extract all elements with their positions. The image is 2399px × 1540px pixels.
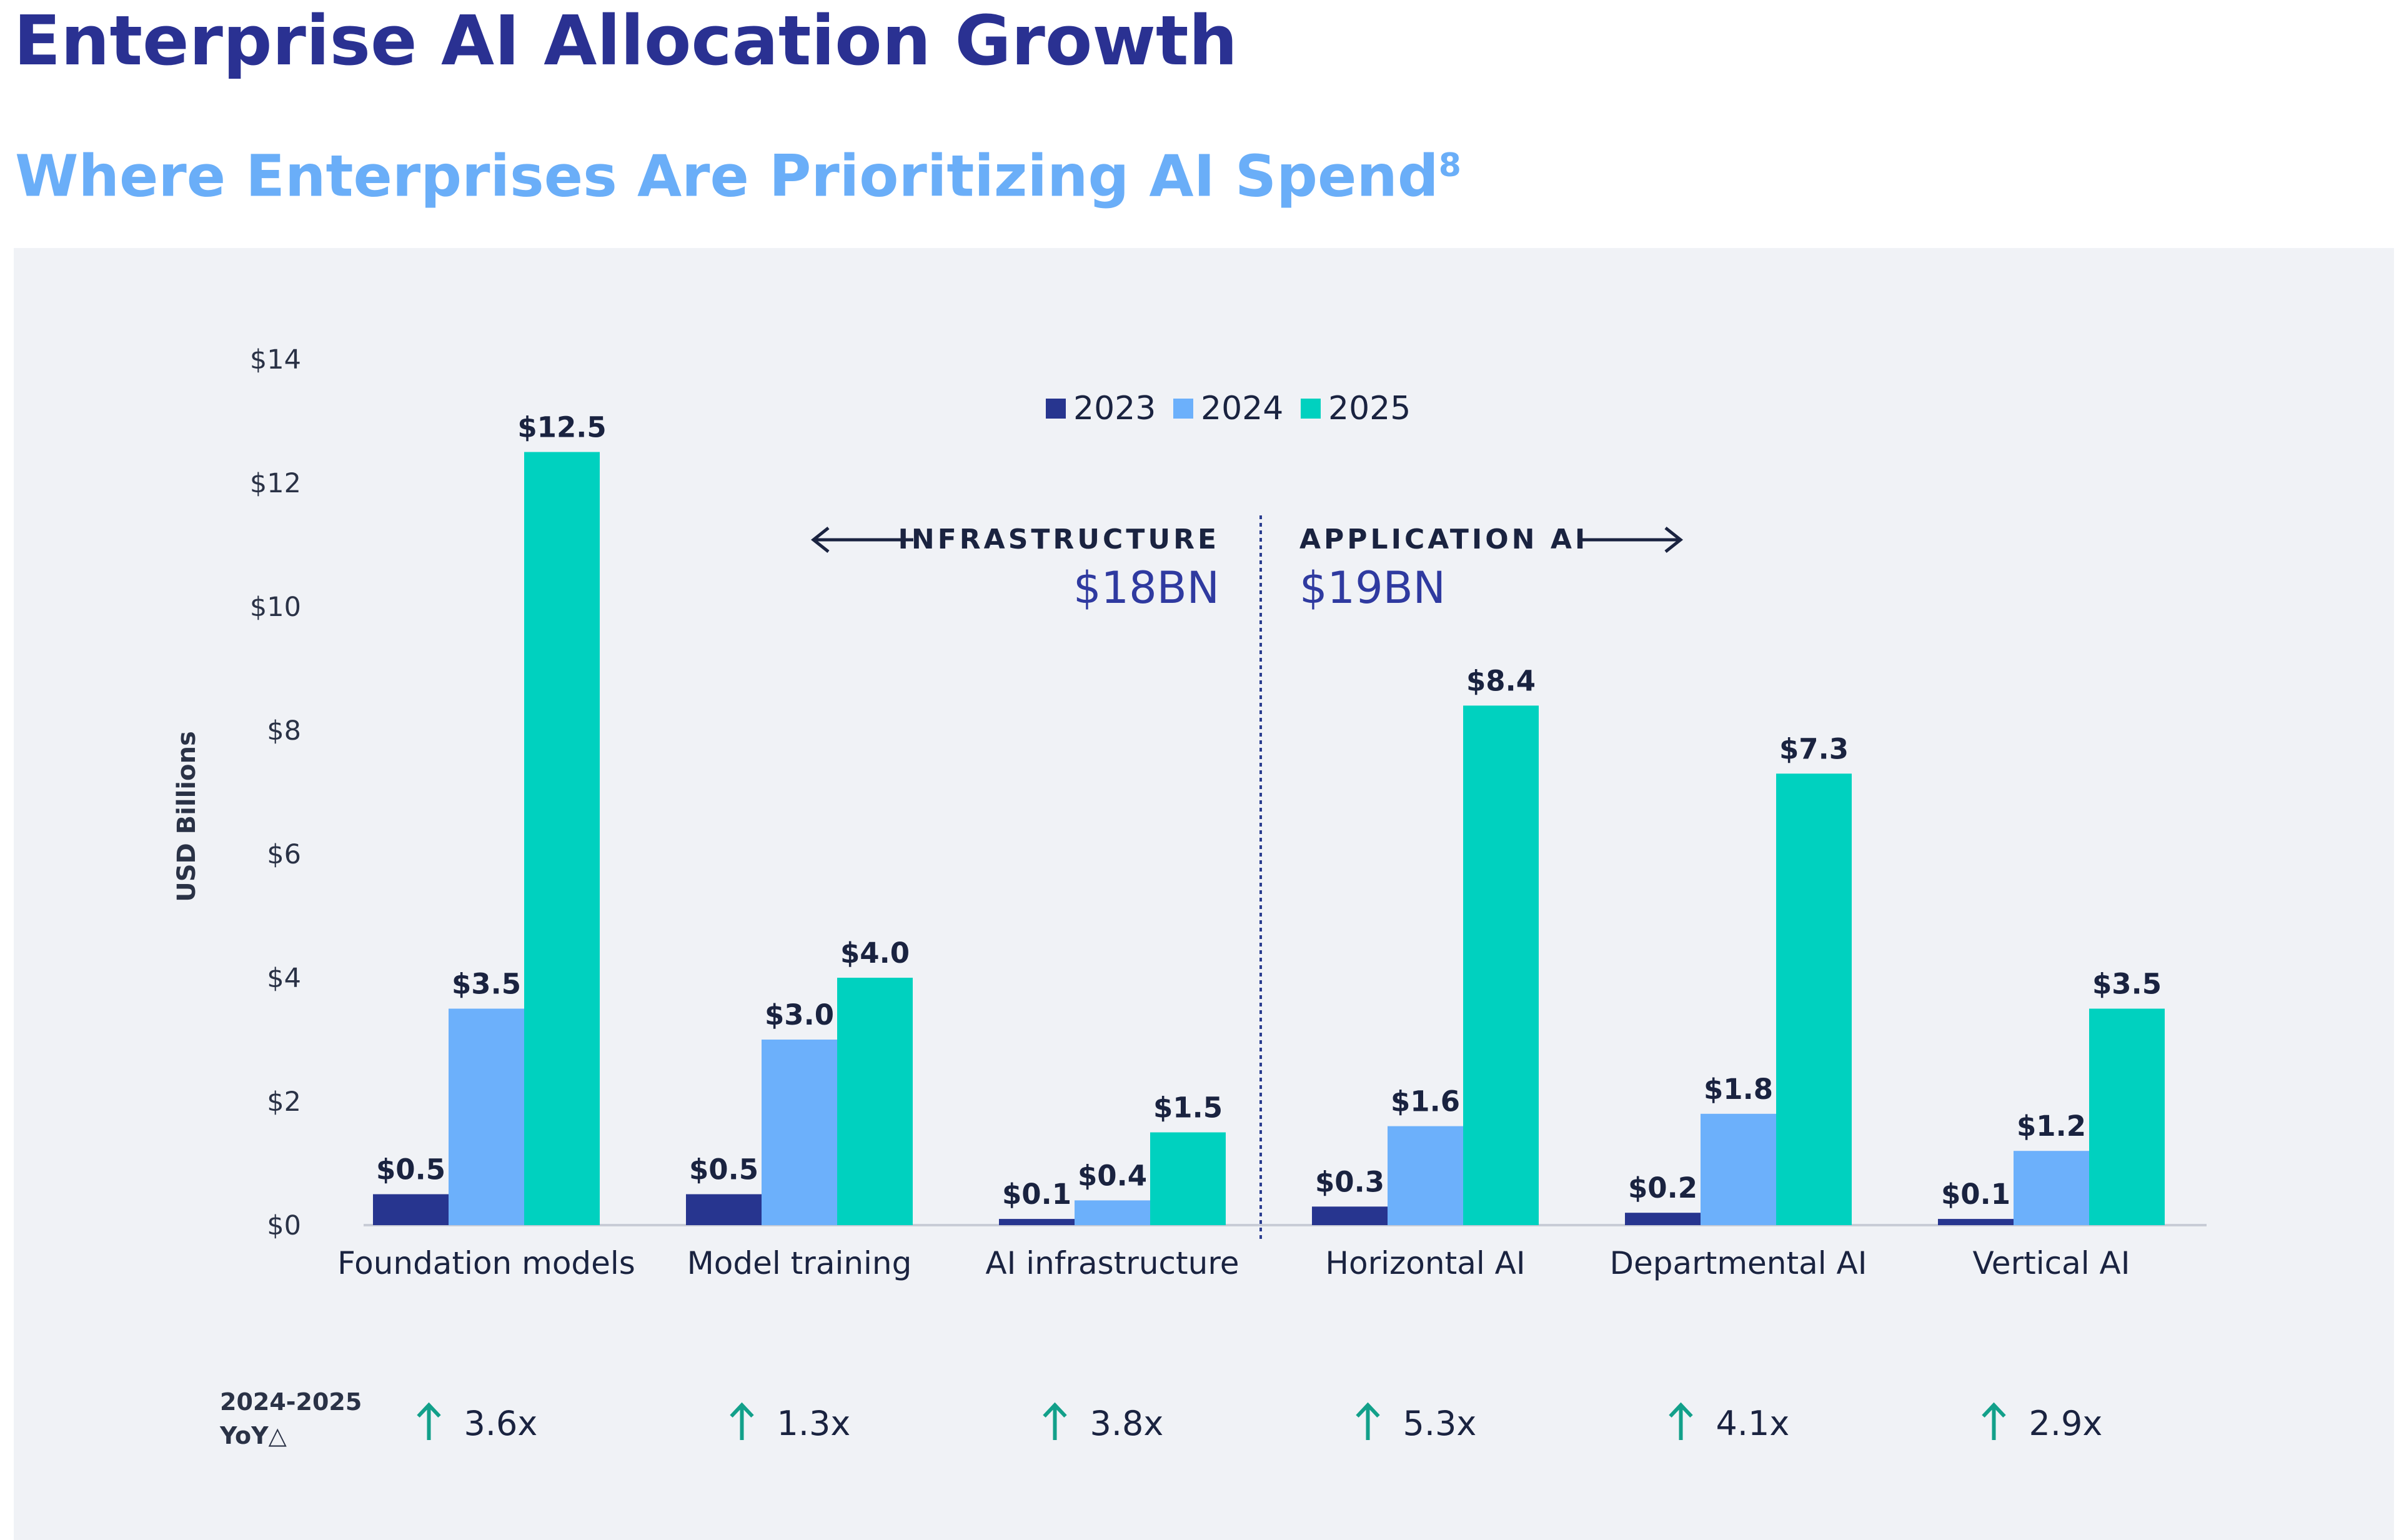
y-tick-label: $6 [267,839,301,870]
segment-total-application: $19BN [1299,562,1446,614]
up-arrow-icon [730,1402,754,1418]
bar-chart: $0 $2 $4 $6 $8 $10 $12 $14 USD Billions $0.5 $0.5 $… [172,344,2207,1449]
bar-2024-5 [2014,1151,2089,1225]
y-tick-label: $2 [267,1086,301,1118]
legend-swatch-2024 [1173,399,1193,419]
data-label: $7.3 [1779,732,1849,765]
category-label: Horizontal AI [1325,1245,1525,1281]
y-tick-label: $14 [250,344,301,375]
category-label: Model training [687,1245,912,1281]
category-label: Foundation models [337,1245,635,1281]
y-tick-label: $10 [250,592,301,623]
bar-2025-0 [524,452,600,1225]
data-label: $1.6 [1391,1085,1460,1118]
legend-label: 2025 [1328,390,1411,427]
growth-value: 5.3x [1403,1404,1477,1443]
up-arrow-icon [417,1402,441,1418]
data-label: $0.5 [689,1153,758,1186]
growth-row-label: 2024-2025 [220,1388,362,1416]
category-label: Vertical AI [1972,1245,2130,1281]
segment-label-application: APPLICATION AI [1299,524,1588,555]
growth-value: 3.8x [1090,1404,1164,1443]
segment-total-infrastructure: $18BN [1073,562,1219,614]
data-label: $0.5 [376,1153,445,1186]
bar-2025-4 [1776,773,1852,1225]
up-arrow-icon [1043,1402,1067,1418]
page-title: Enterprise AI Allocation Growth [14,1,1238,81]
data-label: $3.5 [2092,968,2162,1001]
category-label: AI infrastructure [985,1245,1239,1281]
right-arrow-head [1664,527,1684,553]
bar-2023-3 [1312,1206,1388,1225]
bar-2024-2 [1075,1200,1150,1225]
y-tick-label: $0 [267,1210,301,1241]
bar-2023-2 [999,1219,1075,1225]
data-label: $1.2 [2017,1110,2086,1143]
data-label: $0.1 [1002,1178,1071,1211]
data-label: $8.4 [1466,664,1536,697]
y-axis-label: USD Billions [172,731,201,902]
data-label: $4.0 [840,936,910,970]
bar-2023-0 [373,1194,449,1225]
data-label: $1.8 [1704,1073,1773,1106]
legend-swatch-2023 [1046,399,1066,419]
y-tick-label: $12 [250,468,301,499]
growth-row-label: YoY△ [219,1422,287,1449]
data-label: $12.5 [517,411,606,444]
up-arrow-icon [1982,1402,2006,1418]
footnote-marker: 8 [1438,147,1461,184]
left-arrow-head [810,527,830,553]
bar-2023-4 [1625,1213,1701,1225]
category-label: Departmental AI [1610,1245,1867,1281]
data-label: $0.3 [1315,1165,1384,1198]
bar-2025-1 [837,978,913,1225]
growth-value: 2.9x [2029,1404,2103,1443]
legend-label: 2024 [1201,390,1283,427]
data-label: $1.5 [1153,1091,1223,1125]
bar-2024-1 [762,1040,837,1225]
bar-2023-5 [1938,1219,2014,1225]
bar-2025-3 [1463,705,1539,1225]
bar-2024-4 [1701,1113,1776,1225]
growth-value: 4.1x [1716,1404,1790,1443]
up-arrow-icon [1669,1402,1693,1418]
bar-2024-3 [1388,1126,1463,1225]
segment-label-infrastructure: INFRASTRUCTURE [898,524,1219,555]
data-label: $0.1 [1941,1178,2010,1211]
page-subtitle: Where Enterprises Are Prioritizing AI Sp… [15,128,1461,214]
data-label: $3.5 [452,968,521,1001]
bar-2025-5 [2089,1008,2165,1225]
bar-2024-0 [449,1008,524,1225]
data-label: $3.0 [765,998,834,1031]
data-label: $0.4 [1078,1159,1147,1192]
y-tick-label: $8 [267,715,301,747]
growth-value: 1.3x [777,1404,851,1443]
data-label: $0.2 [1628,1171,1697,1205]
legend-label: 2023 [1073,390,1156,427]
legend-swatch-2025 [1301,399,1321,419]
chart-panel: $0 $2 $4 $6 $8 $10 $12 $14 USD Billions $0.5 $0.5 $… [14,248,2394,1540]
bar-2025-2 [1150,1132,1226,1225]
up-arrow-icon [1356,1402,1380,1418]
subtitle-text: Where Enterprises Are Prioritizing AI Sp… [15,142,1439,210]
bar-2023-1 [686,1194,762,1225]
growth-value: 3.6x [464,1404,538,1443]
y-tick-label: $4 [267,963,301,994]
